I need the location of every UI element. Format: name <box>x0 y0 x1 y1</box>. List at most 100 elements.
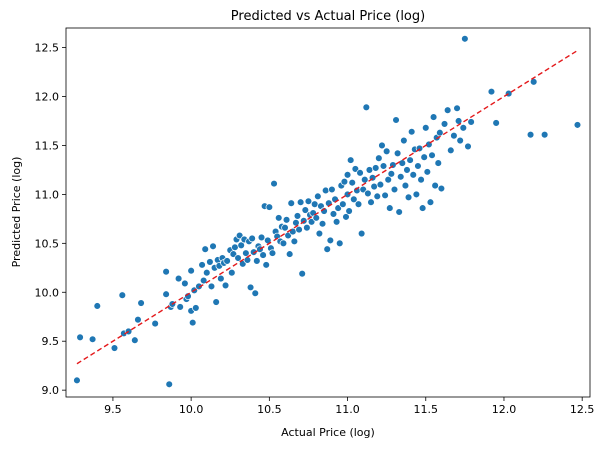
data-point <box>295 225 303 234</box>
data-point <box>329 210 338 218</box>
data-point <box>350 195 358 204</box>
data-point <box>357 229 366 238</box>
data-point <box>151 319 159 328</box>
data-point <box>314 192 322 201</box>
data-point <box>418 204 427 212</box>
data-point <box>447 146 455 155</box>
data-point <box>312 214 321 222</box>
data-point <box>381 191 389 200</box>
data-point <box>340 177 349 186</box>
data-point <box>492 119 500 127</box>
data-point <box>296 198 305 206</box>
data-point <box>390 185 399 194</box>
data-point <box>376 180 385 189</box>
data-point <box>404 193 413 202</box>
data-point <box>292 219 300 227</box>
data-point <box>285 250 294 258</box>
data-point <box>304 197 313 205</box>
data-point <box>207 282 216 291</box>
x-tick-label: 12.0 <box>492 403 517 416</box>
data-point <box>303 223 311 232</box>
data-point <box>265 203 274 211</box>
y-tick-label: 12.0 <box>35 91 60 104</box>
data-point <box>174 274 183 283</box>
data-point <box>242 249 250 257</box>
data-point <box>134 315 142 324</box>
data-point <box>384 175 392 184</box>
data-point <box>118 291 127 299</box>
data-point <box>487 87 496 96</box>
data-point <box>431 181 439 190</box>
data-point <box>526 130 535 139</box>
data-point <box>573 121 582 129</box>
x-tick-label: 10.5 <box>257 403 282 416</box>
data-point <box>321 186 330 195</box>
data-point <box>379 162 388 170</box>
data-point <box>165 380 173 389</box>
x-tick-label: 11.5 <box>414 403 439 416</box>
data-point <box>370 182 378 191</box>
data-point <box>290 237 299 246</box>
data-point <box>198 261 206 269</box>
data-point <box>367 198 375 206</box>
data-point <box>348 178 356 187</box>
data-point <box>450 131 458 140</box>
data-point <box>73 376 81 385</box>
data-point <box>395 208 403 216</box>
data-point <box>343 190 352 199</box>
data-point <box>326 236 335 245</box>
data-point <box>217 274 225 283</box>
data-point <box>262 261 270 269</box>
data-point <box>461 35 469 43</box>
x-axis-label: Actual Price (log) <box>281 426 375 439</box>
y-axis-label: Predicted Price (log) <box>10 157 23 268</box>
data-point <box>212 298 220 306</box>
y-tick-label: 11.0 <box>35 188 60 201</box>
data-point <box>401 181 410 190</box>
data-point <box>270 179 278 188</box>
reference-line <box>76 49 578 365</box>
data-point <box>131 336 139 344</box>
data-point <box>453 104 461 113</box>
data-point <box>393 149 402 158</box>
data-point <box>364 189 372 198</box>
data-point <box>310 200 319 208</box>
data-point <box>346 156 355 164</box>
data-point <box>422 124 430 132</box>
data-point <box>540 130 549 139</box>
data-point <box>137 299 145 307</box>
data-point <box>237 241 245 250</box>
data-point <box>454 117 463 125</box>
data-point <box>257 233 266 242</box>
data-point <box>382 147 391 156</box>
data-point <box>318 220 327 228</box>
data-point <box>231 243 239 251</box>
data-point <box>345 207 353 215</box>
plot-frame <box>65 27 591 398</box>
data-point <box>406 156 414 164</box>
data-point <box>339 200 347 208</box>
data-point <box>365 166 374 174</box>
data-point <box>361 175 369 184</box>
data-point <box>467 118 475 126</box>
data-point <box>199 276 208 285</box>
data-point <box>246 283 255 292</box>
data-point <box>93 302 102 310</box>
data-point <box>279 239 288 248</box>
data-point <box>428 151 436 159</box>
plot-area-background <box>66 28 590 397</box>
data-point <box>301 206 310 214</box>
y-tick-label: 9.5 <box>42 335 60 348</box>
data-point <box>414 162 422 170</box>
data-point <box>188 318 197 327</box>
data-point <box>386 204 394 212</box>
data-point <box>423 168 432 176</box>
data-point <box>249 248 258 256</box>
x-tick-label: 10.0 <box>179 403 204 416</box>
y-tick-label: 9.0 <box>42 384 60 397</box>
data-point <box>354 200 363 208</box>
data-point <box>228 268 236 277</box>
data-point <box>387 170 396 178</box>
data-point <box>436 128 444 137</box>
data-point <box>274 214 283 222</box>
